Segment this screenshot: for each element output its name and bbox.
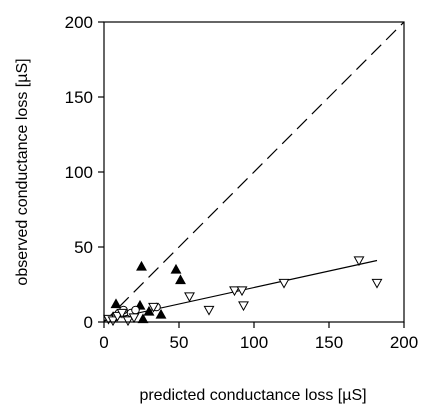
plot-area	[103, 21, 405, 323]
data-point	[353, 256, 365, 267]
y-tick-label: 50	[74, 238, 93, 257]
data-point	[116, 308, 128, 319]
y-axis-title: observed conductance loss [µS]	[14, 58, 31, 285]
data-point	[136, 260, 147, 271]
y-tick-label: 150	[65, 88, 93, 107]
x-tick-label: 50	[170, 333, 189, 352]
data-marks	[103, 256, 383, 327]
data-point	[148, 302, 159, 313]
data-point	[229, 286, 240, 297]
y-tick-label: 200	[65, 13, 93, 32]
data-point	[175, 274, 186, 285]
x-tick-label: 0	[99, 333, 108, 352]
data-point	[203, 305, 215, 316]
data-point	[278, 278, 290, 289]
reference-line	[103, 21, 405, 323]
y-tick-label: 100	[65, 163, 93, 182]
x-tick-label: 150	[315, 333, 343, 352]
axes: 0 50 100 150 200 0 50 100 150 200	[65, 13, 419, 352]
data-point	[184, 292, 195, 303]
data-point	[371, 278, 383, 289]
data-point	[110, 298, 122, 309]
data-point	[155, 308, 167, 319]
x-tick-label: 100	[240, 333, 268, 352]
x-axis-title: predicted conductance loss [µS]	[139, 387, 366, 404]
data-point	[143, 305, 155, 316]
x-tick-label: 200	[390, 333, 418, 352]
data-point	[107, 316, 119, 327]
y-tick-label: 0	[84, 313, 93, 332]
data-point	[236, 286, 248, 297]
data-point	[131, 305, 140, 315]
data-point	[170, 263, 182, 274]
data-point	[128, 313, 140, 324]
data-point	[137, 313, 149, 324]
data-point	[238, 301, 249, 312]
data-point	[122, 316, 134, 327]
